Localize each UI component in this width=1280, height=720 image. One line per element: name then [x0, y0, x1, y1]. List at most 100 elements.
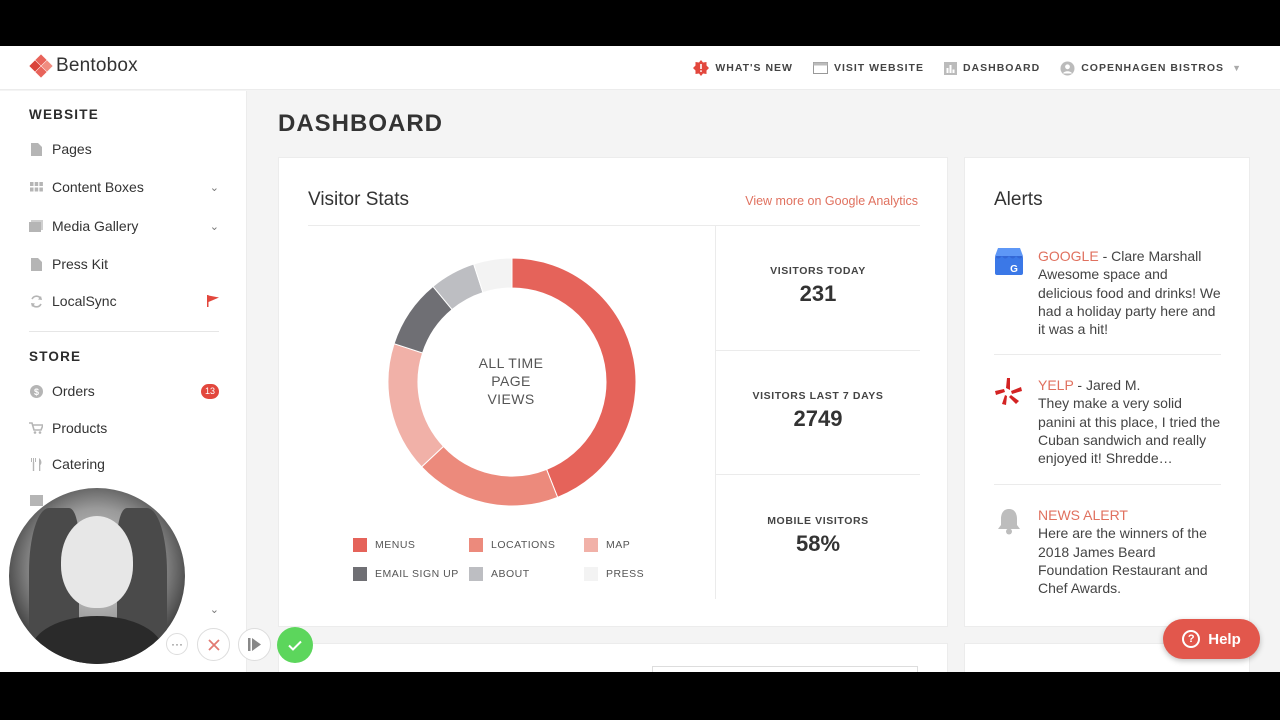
bentobox-logo[interactable]: Bentobox: [29, 54, 138, 78]
grid-icon: [29, 180, 43, 194]
visitor-stats-card: Visitor Stats View more on Google Analyt…: [278, 157, 948, 627]
donut-label-line: VIEWS: [487, 391, 535, 407]
bell-icon: [998, 509, 1020, 535]
alert-source: GOOGLE: [1038, 248, 1099, 264]
sidebar-item-media-gallery[interactable]: Media Gallery ⌄: [29, 214, 219, 238]
legend-swatch: [584, 567, 598, 581]
sidebar-item-content-boxes[interactable]: Content Boxes ⌄: [29, 175, 219, 199]
alert-divider: [994, 484, 1221, 485]
donut-slice-press[interactable]: [473, 257, 513, 294]
page-icon: [29, 257, 43, 271]
sidebar-item-products[interactable]: Products: [29, 416, 219, 440]
chevron-down-icon[interactable]: ⌄: [209, 220, 219, 233]
browser-window-icon: [812, 62, 828, 74]
more-options-button[interactable]: ···: [166, 633, 188, 655]
sidebar-item-label: Orders: [52, 383, 95, 399]
card-divider: [308, 225, 920, 226]
sidebar-item-label: Press Kit: [52, 256, 109, 272]
question-icon: ?: [1182, 630, 1201, 648]
alert-divider: [994, 354, 1221, 355]
stat-label: MOBILE VISITORS: [767, 515, 869, 527]
alert-source: NEWS ALERT: [1038, 507, 1128, 523]
whats-new-link[interactable]: WHAT'S NEW: [693, 60, 793, 76]
webcam-shoulders: [31, 616, 163, 664]
account-menu[interactable]: COPENHAGEN BISTROS ▼: [1060, 61, 1242, 76]
sidebar-item-collapsed[interactable]: ⌄: [29, 597, 219, 621]
alert-author: - Clare Marshall: [1098, 248, 1202, 264]
stat-visitors-today: VISITORS TODAY 231: [716, 265, 920, 307]
sidebar-item-catering[interactable]: Catering: [29, 452, 219, 476]
alerts-title: Alerts: [994, 189, 1043, 210]
donut-slice-map[interactable]: [387, 343, 445, 468]
alert-author: - Jared M.: [1073, 377, 1141, 393]
sidebar-item-orders[interactable]: $ Orders 13: [29, 379, 219, 403]
google-business-icon: G: [995, 248, 1023, 275]
legend-label: MAP: [606, 539, 631, 551]
legend-item-locations[interactable]: LOCATIONS: [469, 538, 555, 552]
visit-website-link[interactable]: VISIT WEBSITE: [812, 62, 924, 74]
sidebar-heading-store: STORE: [29, 349, 82, 364]
dashboard-label: DASHBOARD: [962, 62, 1041, 74]
legend-label: LOCATIONS: [491, 539, 556, 551]
donut-slice-locations[interactable]: [420, 445, 559, 507]
legend-swatch: [353, 567, 367, 581]
legend-swatch: [584, 538, 598, 552]
finish-recording-button[interactable]: [277, 627, 313, 663]
user-avatar-icon: [1060, 61, 1075, 75]
stat-mobile-visitors: MOBILE VISITORS 58%: [716, 515, 920, 557]
top-nav: WHAT'S NEW VISIT WEBSITE DASHBOARD: [673, 46, 1242, 90]
legend-item-about[interactable]: ABOUT: [469, 567, 530, 581]
legend-item-press[interactable]: PRESS: [584, 567, 644, 581]
sidebar-item-label: Catering: [52, 456, 105, 472]
alerts-card: Alerts G GOOGLE - Clare Marshall Awesome…: [964, 157, 1250, 627]
chevron-down-icon[interactable]: ⌄: [209, 603, 219, 616]
pause-recording-button[interactable]: [238, 628, 271, 661]
alert-message: They make a very solid panini at this pl…: [1038, 395, 1221, 467]
stat-divider: [716, 350, 920, 351]
yelp-icon: [995, 378, 1022, 405]
bar-chart-icon: [943, 61, 957, 75]
chevron-down-icon[interactable]: ⌄: [209, 181, 219, 194]
alert-message: Awesome space and delicious food and dri…: [1038, 266, 1221, 338]
webcam-face: [61, 516, 133, 608]
sidebar-item-label: Products: [52, 420, 108, 436]
announcement-badge-icon: [693, 60, 710, 76]
sidebar-item-pages[interactable]: Pages: [29, 137, 219, 161]
visit-website-label: VISIT WEBSITE: [833, 62, 924, 74]
legend-label: ABOUT: [491, 568, 530, 580]
stat-value: 2749: [793, 406, 843, 431]
flag-icon: [207, 295, 219, 307]
legend-swatch: [469, 538, 483, 552]
sidebar-item-partial[interactable]: [29, 488, 59, 512]
legend-item-menus[interactable]: MENUS: [353, 538, 415, 552]
tab-stub: [652, 666, 918, 672]
cancel-recording-button[interactable]: [197, 628, 230, 661]
gallery-icon: [29, 219, 43, 233]
dashboard-link[interactable]: DASHBOARD: [943, 61, 1041, 75]
donut-center-label: ALL TIME PAGE VIEWS: [451, 354, 571, 408]
stat-divider: [716, 474, 920, 475]
help-label: Help: [1208, 630, 1241, 648]
page-title: DASHBOARD: [278, 110, 443, 137]
legend-item-map[interactable]: MAP: [584, 538, 630, 552]
google-analytics-link[interactable]: View more on Google Analytics: [745, 194, 918, 208]
checkmark-icon: [288, 640, 302, 651]
legend-item-email-sign-up[interactable]: EMAIL SIGN UP: [353, 567, 459, 581]
ellipsis-icon: ···: [171, 637, 183, 651]
webcam-avatar: [9, 488, 185, 664]
stat-value: 231: [799, 281, 837, 306]
app-name: Bentobox: [56, 55, 138, 76]
sidebar-item-press-kit[interactable]: Press Kit: [29, 252, 219, 276]
stat-visitors-7-days: VISITORS LAST 7 DAYS 2749: [716, 390, 920, 432]
whats-new-label: WHAT'S NEW: [715, 62, 793, 74]
sidebar-item-localsync[interactable]: LocalSync: [29, 289, 219, 313]
donut-label-line: ALL TIME: [478, 355, 544, 371]
legend-label: PRESS: [606, 568, 645, 580]
stat-value: 58%: [795, 531, 841, 556]
svg-text:G: G: [1010, 264, 1018, 275]
help-button[interactable]: ? Help: [1163, 619, 1260, 659]
top-bar: Bentobox WHAT'S NEW VISIT WEBSITE: [0, 46, 1280, 90]
sidebar-item-label: Content Boxes: [52, 179, 144, 195]
sidebar-heading-website: WEBSITE: [29, 107, 99, 122]
sidebar-item-label: Media Gallery: [52, 218, 139, 234]
